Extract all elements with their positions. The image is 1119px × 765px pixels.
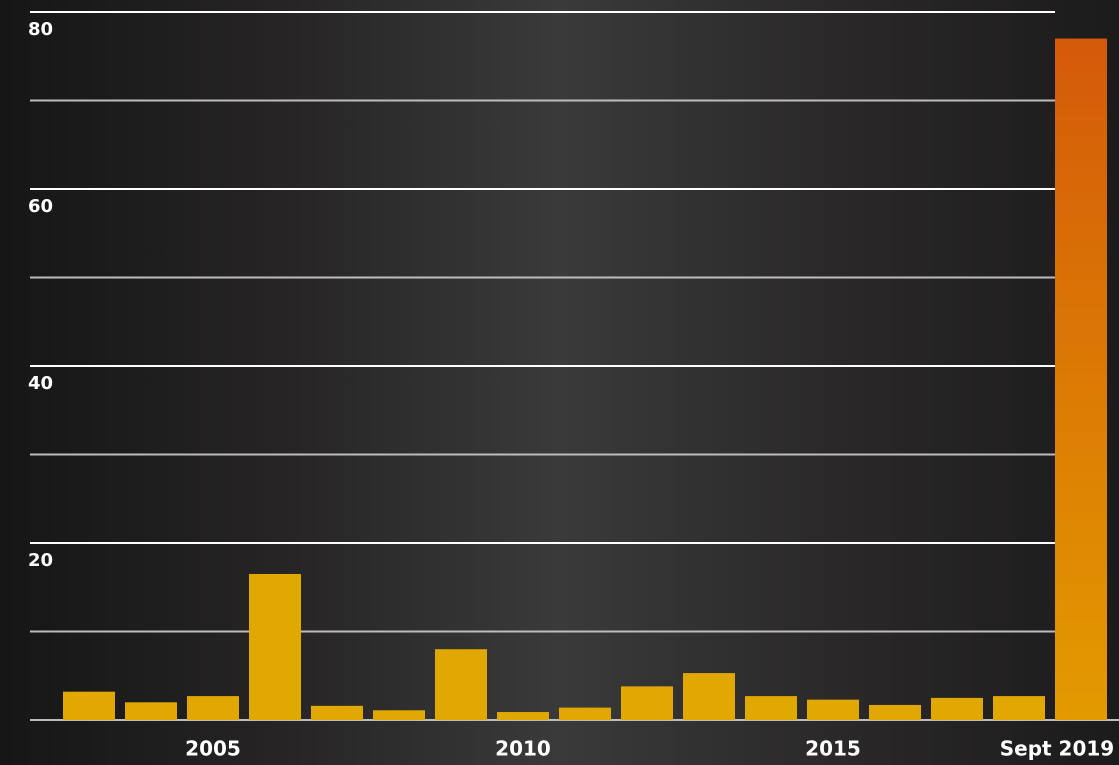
bar [683,673,735,720]
bar [187,696,239,720]
bar [435,649,487,720]
bar [311,705,363,720]
y-tick-label: 20 [28,550,53,571]
x-tick-label: Sept 2019 [1000,737,1114,761]
bar [559,707,611,720]
bar [63,691,115,720]
y-tick-label: 40 [28,373,53,394]
x-tick-label: 2005 [185,737,241,761]
y-tick-label: 80 [28,19,53,40]
bar [1055,38,1107,721]
bar [373,710,425,720]
bar [869,704,921,720]
bar [931,697,983,720]
bar [807,699,859,720]
bar [497,712,549,720]
bar [249,573,301,720]
bar [621,686,673,720]
bar [125,702,177,720]
x-tick-label: 2015 [805,737,861,761]
bar [745,696,797,720]
y-tick-label: 60 [28,196,53,217]
x-tick-label: 2010 [495,737,551,761]
bar [993,696,1045,720]
